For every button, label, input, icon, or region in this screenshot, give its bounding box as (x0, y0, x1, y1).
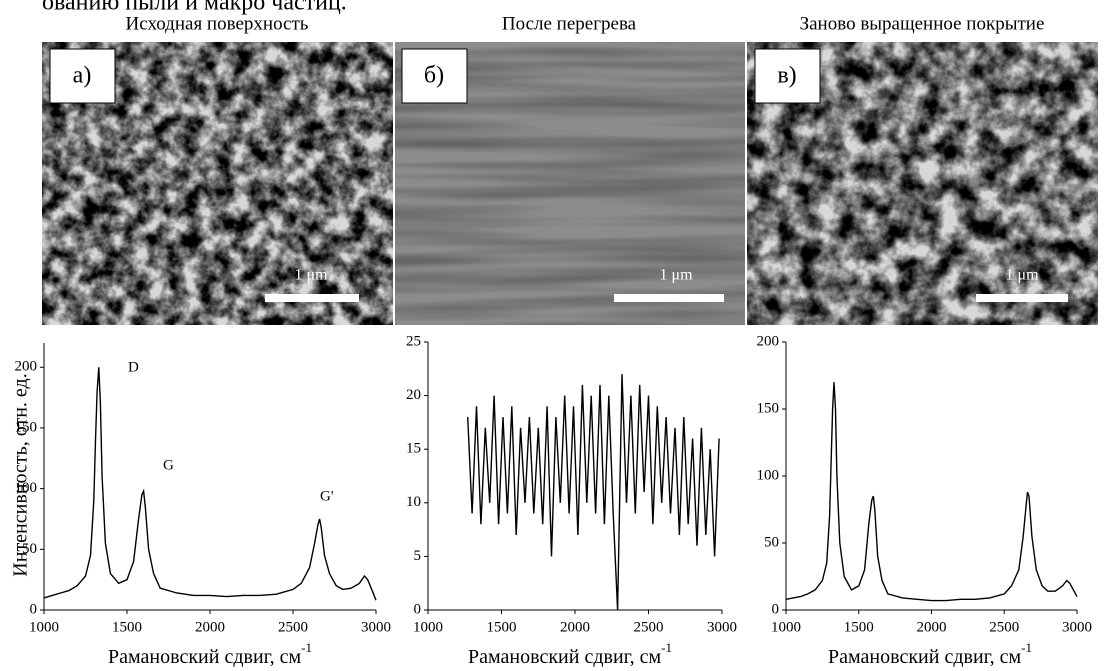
y-tick-label: 0 (414, 601, 422, 617)
x-tick-label: 3000 (1062, 619, 1092, 635)
panel-label: в) (777, 63, 796, 89)
x-tick-label: 2500 (989, 619, 1019, 635)
x-tick-label: 3000 (361, 619, 391, 635)
y-tick-label: 150 (757, 400, 780, 416)
y-tick-label: 50 (764, 534, 779, 550)
y-tick-label: 100 (15, 480, 38, 496)
x-axis-label: Рамановский сдвиг, см-1 (828, 640, 1032, 668)
panel-title: После перегрева (502, 13, 637, 34)
spectrum-line (43, 367, 377, 601)
x-axis-label-sup: -1 (301, 640, 312, 655)
x-tick-label: 1000 (29, 619, 59, 635)
label-box (49, 48, 116, 104)
y-axis-label: Интенсивность, отн. ед. (10, 373, 32, 576)
sem-image-a (42, 42, 393, 325)
y-tick-label: 25 (406, 333, 421, 349)
scale-bar-label: 1 μm (659, 267, 693, 284)
scale-bar-label: 1 μm (294, 267, 328, 284)
y-tick-label: 50 (22, 541, 37, 557)
y-tick-label: 10 (406, 494, 421, 510)
y-tick-label: 150 (15, 419, 38, 435)
scale-bar (976, 294, 1068, 302)
x-tick-label: 3000 (707, 619, 737, 635)
panel-title: Исходная поверхность (126, 13, 309, 34)
scale-bar (614, 294, 724, 302)
y-tick-label: 5 (414, 548, 422, 564)
x-tick-label: 1000 (413, 619, 443, 635)
x-tick-label: 2500 (278, 619, 308, 635)
sem-image-b (395, 42, 745, 325)
x-tick-label: 1000 (771, 619, 801, 635)
annotation: G (163, 457, 174, 473)
x-axis-label-text: Рамановский сдвиг, см (468, 646, 661, 668)
spectrum-line (467, 374, 720, 611)
x-tick-label: 2000 (560, 619, 590, 635)
x-tick-label: 1500 (844, 619, 874, 635)
label-box (401, 48, 468, 104)
x-tick-label: 2000 (195, 619, 225, 635)
scale-bar (265, 294, 359, 302)
y-tick-label: 0 (30, 601, 38, 617)
x-axis-label-sup: -1 (1021, 640, 1032, 655)
x-tick-label: 2500 (634, 619, 664, 635)
y-tick-label: 200 (757, 333, 780, 349)
x-axis-label: Рамановский сдвиг, см-1 (468, 640, 672, 668)
x-tick-label: 1500 (112, 619, 142, 635)
panel-title: Заново выращенное покрытие (800, 13, 1045, 34)
annotation: G' (320, 488, 334, 504)
annotation: D (128, 359, 139, 375)
x-axis-label-sup: -1 (661, 640, 672, 655)
x-axis-label-text: Рамановский сдвиг, см (828, 646, 1021, 668)
y-tick-label: 20 (406, 387, 421, 403)
y-tick-label: 100 (757, 467, 780, 483)
x-axis-label-text: Рамановский сдвиг, см (108, 646, 301, 668)
spectrum-line (785, 382, 1078, 602)
label-box (754, 48, 821, 104)
panel-label: б) (424, 63, 444, 89)
panel-label: а) (73, 63, 92, 89)
caption-fragment: ованию пыли и макро частиц. (42, 0, 347, 16)
scale-bar-label: 1 μm (1005, 267, 1039, 284)
x-tick-label: 1500 (487, 619, 517, 635)
y-tick-label: 0 (772, 601, 780, 617)
x-axis-label: Рамановский сдвиг, см-1 (108, 640, 312, 668)
x-tick-label: 2000 (917, 619, 947, 635)
y-tick-label: 15 (406, 441, 421, 457)
y-tick-label: 200 (15, 359, 38, 375)
